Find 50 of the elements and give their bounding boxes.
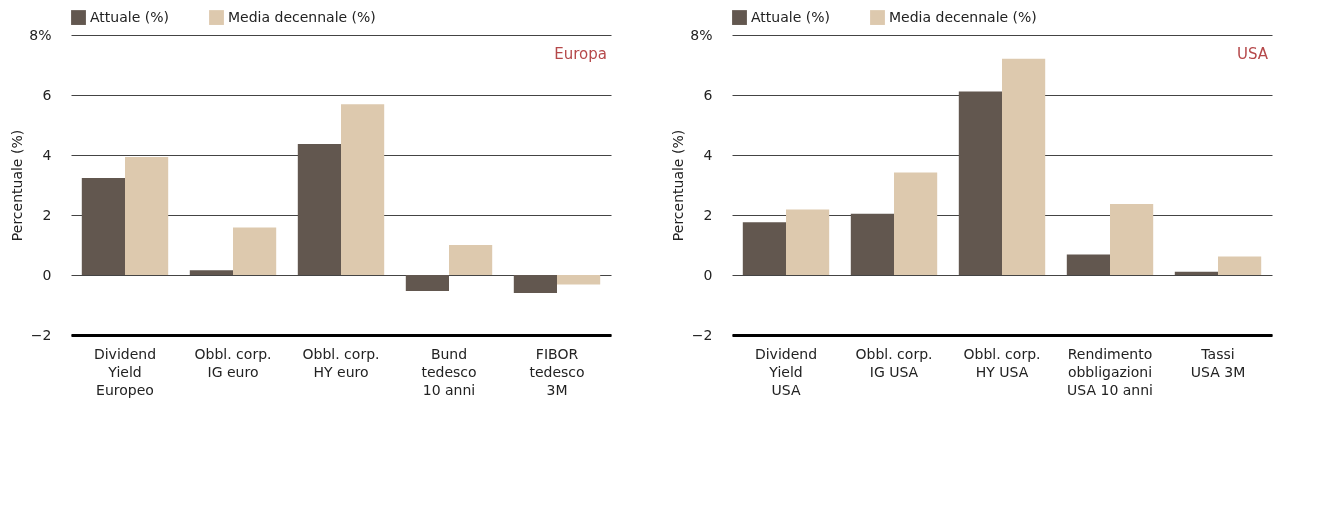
bar (81, 178, 125, 275)
bar (233, 227, 277, 275)
bar (557, 275, 601, 285)
y-tick-label: 8% (690, 26, 713, 43)
bar (958, 91, 1002, 275)
x-tick-label: FIBOR tedesco 3M (529, 345, 585, 398)
x-tick-label: Bund tedesco 10 anni (421, 345, 477, 398)
bar (1218, 256, 1262, 275)
y-axis-title: Percentuale (%) (670, 129, 687, 242)
y-tick-label: 4 (703, 146, 713, 163)
bar (125, 157, 169, 275)
bar (1002, 58, 1046, 275)
x-tick-label: Obbl. corp. IG euro (194, 345, 272, 380)
bar (405, 275, 449, 291)
bar (341, 104, 385, 275)
y-axis-title: Percentuale (%) (9, 129, 26, 242)
x-tick-label: Obbl. corp. HY euro (302, 345, 380, 380)
x-tick-label: Dividend Yield USA (754, 345, 818, 398)
bar (786, 209, 830, 275)
bar (894, 172, 938, 275)
y-tick-label: 6 (703, 86, 713, 103)
bar (1066, 254, 1110, 275)
legend-label: Media decennale (%) (889, 8, 1037, 25)
bar (513, 275, 557, 293)
y-tick-label: −2 (691, 326, 713, 343)
bar (850, 213, 894, 275)
legend-label: Attuale (%) (751, 8, 830, 25)
x-tick-label: Rendimento obbligazioni USA 10 anni (1067, 345, 1153, 398)
annotation: USA (1236, 45, 1269, 63)
y-tick-label: 2 (42, 206, 52, 223)
bar (1174, 271, 1218, 275)
x-tick-label: Dividend Yield Europeo (93, 345, 157, 398)
y-tick-label: 8% (29, 26, 52, 43)
y-tick-label: 4 (42, 146, 52, 163)
x-tick-label: Obbl. corp. HY USA (963, 345, 1041, 380)
bar (742, 222, 786, 275)
y-tick-label: 6 (42, 86, 52, 103)
y-tick-label: −2 (30, 326, 52, 343)
legend-label: Media decennale (%) (228, 8, 376, 25)
x-tick-label: Tassi USA 3M (1190, 345, 1246, 380)
bar (1110, 203, 1154, 275)
bar (297, 143, 341, 275)
x-tick-label: Obbl. corp. IG USA (855, 345, 933, 380)
bar (449, 245, 493, 275)
annotation: Europa (554, 45, 607, 63)
y-tick-label: 0 (42, 266, 52, 283)
y-tick-label: 2 (703, 206, 713, 223)
bar (189, 270, 233, 275)
y-tick-label: 0 (703, 266, 713, 283)
legend-label: Attuale (%) (90, 8, 169, 25)
